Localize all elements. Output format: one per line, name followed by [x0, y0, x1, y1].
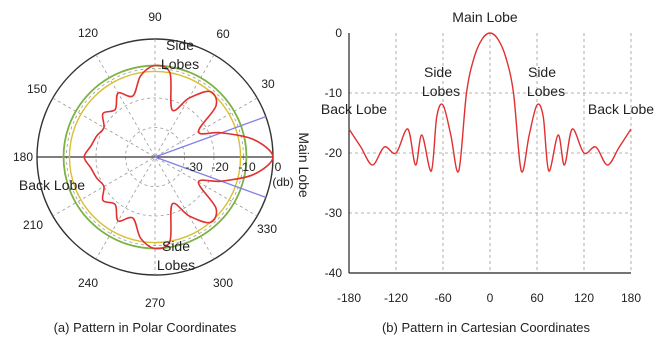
cartesian-y-ticks: 0 -10 -20 -30 -40	[325, 26, 343, 280]
x-tick-60: 60	[530, 291, 544, 305]
x-tick-180: 180	[621, 291, 641, 305]
cartesian-annotations: Main Lobe Side Lobes Side Lobes Back Lob…	[321, 9, 654, 117]
angle-tick-120: 120	[78, 26, 98, 40]
radial-tick--20: -20	[211, 160, 229, 174]
y-tick--40: -40	[325, 266, 343, 280]
y-tick--20: -20	[325, 146, 343, 160]
back-lobe-left-label: Back Lobe	[321, 101, 387, 117]
side-lobes-bottom-line2: Lobes	[157, 257, 195, 273]
polar-beam-lines	[154, 116, 267, 198]
angle-tick-0: 0	[275, 160, 282, 174]
angle-tick-240: 240	[78, 276, 98, 290]
polar-beam-line	[154, 156, 267, 198]
side-lobes-top-line1: Side	[166, 37, 194, 53]
x-tick-120: 120	[574, 291, 594, 305]
cartesian-pattern-line	[348, 32, 632, 173]
y-tick--30: -30	[325, 206, 343, 220]
cartesian-grid	[348, 33, 632, 274]
radial-tick--10: -10	[238, 160, 256, 174]
caption-cartesian: (b) Pattern in Cartesian Coordinates	[382, 320, 591, 335]
cartesian-x-ticks: -180 -120 -60 0 60 120 180	[337, 291, 641, 305]
polar-reference-circle-inner	[68, 70, 242, 244]
angle-tick-60: 60	[216, 27, 230, 41]
cartesian-chart: -180 -120 -60 0 60 120 180 0 -10 -20 -30…	[321, 9, 654, 305]
back-lobe-right-label: Back Lobe	[588, 101, 654, 117]
angle-tick-180: 180	[13, 150, 33, 164]
side-lobes-bottom-line1: Side	[162, 238, 190, 254]
angle-tick-300: 300	[213, 276, 233, 290]
y-tick--10: -10	[325, 86, 343, 100]
side-lobes-left-line1: Side	[424, 64, 452, 80]
radial-tick--30: -30	[185, 160, 203, 174]
polar-pattern-curve	[83, 64, 274, 250]
polar-annotations: Side Lobes Side Lobes Back Lobe Main Lob…	[19, 37, 312, 273]
polar-angle-labels: 90 60 30 0 330 300 270 240 210 180 150 1…	[13, 10, 282, 310]
x-tick--60: -60	[434, 291, 452, 305]
main-lobe-label: Main Lobe	[452, 9, 518, 25]
x-tick--180: -180	[337, 291, 361, 305]
side-lobes-top-line2: Lobes	[161, 56, 199, 72]
side-lobes-right-line2: Lobes	[527, 83, 565, 99]
polar-chart: 90 60 30 0 330 300 270 240 210 180 150 1…	[13, 10, 312, 310]
x-tick--120: -120	[384, 291, 408, 305]
angle-tick-270: 270	[145, 296, 165, 310]
caption-polar: (a) Pattern in Polar Coordinates	[54, 320, 237, 335]
angle-tick-330: 330	[257, 222, 277, 236]
angle-tick-150: 150	[27, 82, 47, 96]
x-tick-0: 0	[487, 291, 494, 305]
radial-unit: (db)	[272, 175, 293, 189]
polar-radial-labels: -30 -20 -10 (db)	[185, 160, 293, 189]
polar-beam-line	[154, 116, 267, 158]
y-tick-0: 0	[335, 26, 342, 40]
angle-tick-90: 90	[148, 10, 162, 24]
angle-tick-210: 210	[23, 218, 43, 232]
main-lobe-vertical-label: Main Lobe	[296, 132, 312, 198]
back-lobe-label: Back Lobe	[19, 177, 85, 193]
angle-tick-30: 30	[261, 77, 275, 91]
side-lobes-left-line2: Lobes	[422, 83, 460, 99]
side-lobes-right-line1: Side	[528, 64, 556, 80]
